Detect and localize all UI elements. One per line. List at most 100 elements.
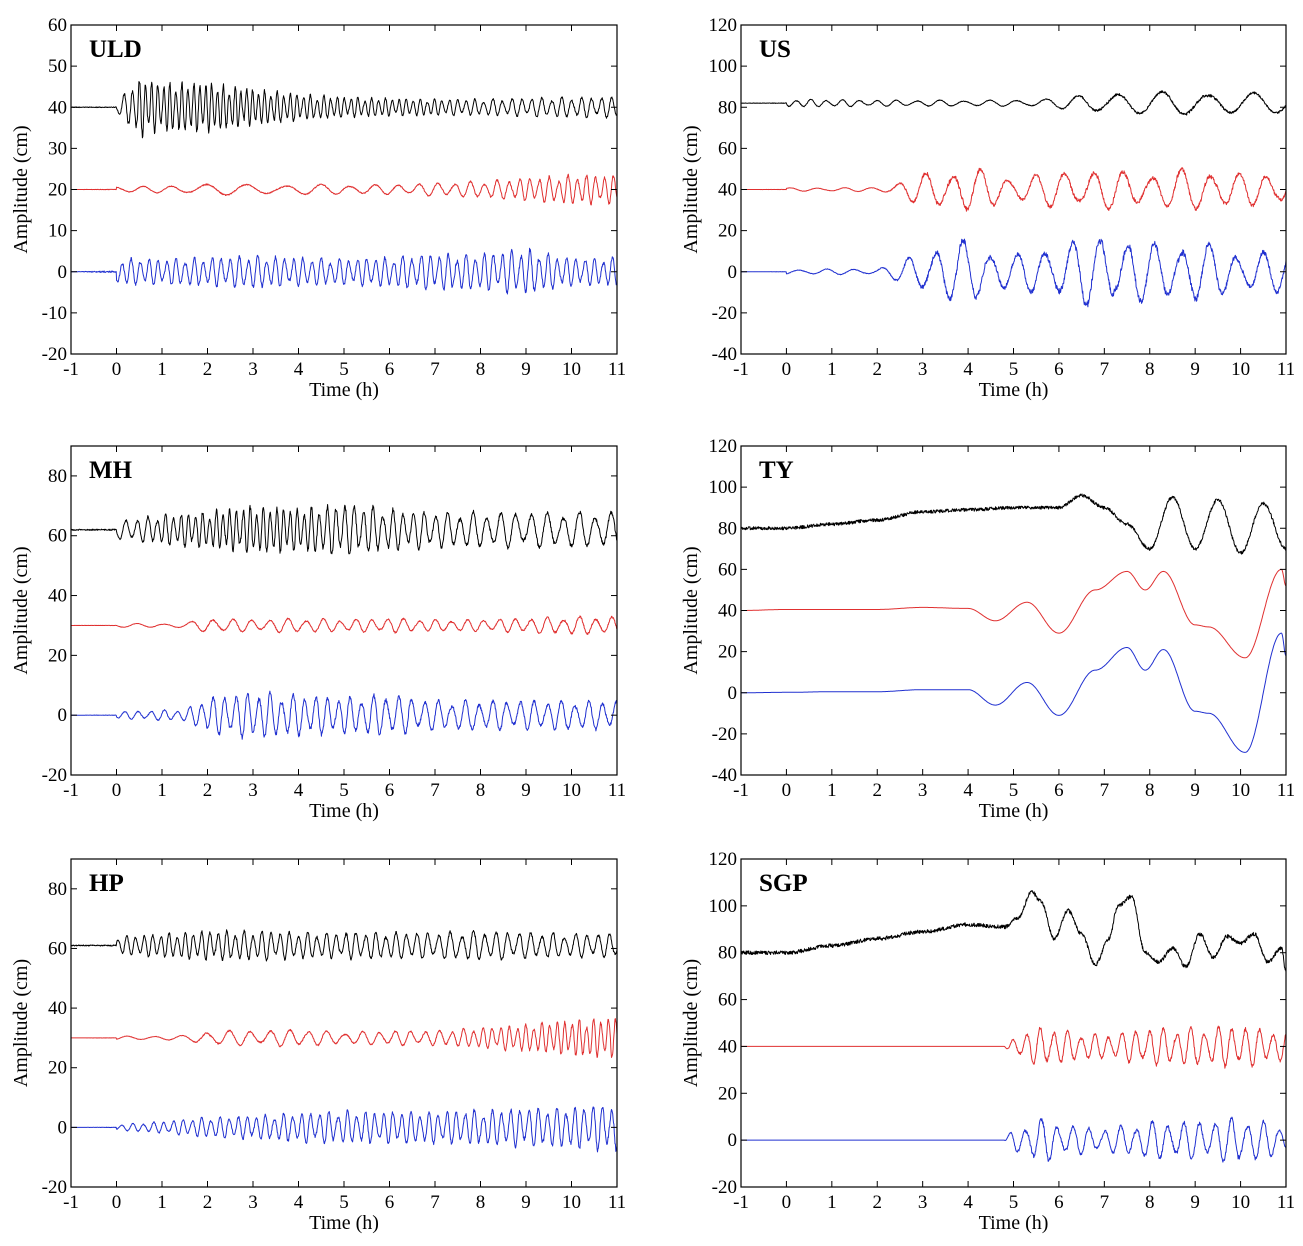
y-tick-label: 60 <box>48 938 67 959</box>
y-tick-label: 0 <box>728 1130 738 1151</box>
y-tick-label: 40 <box>48 586 67 607</box>
x-tick-label: 11 <box>608 359 626 380</box>
x-tick-label: 1 <box>157 780 167 801</box>
series-line-3 <box>71 1106 617 1153</box>
y-axis-label: Amplitude (cm) <box>680 125 702 253</box>
y-tick-label: -20 <box>712 724 737 745</box>
x-tick-label: 2 <box>203 780 213 801</box>
y-tick-label: 100 <box>709 56 738 77</box>
panel-ty: -1 0 1 2 3 4 5 6 7 8 9 10 11 -40 -20 0 20 40 60 80 100 120 Tim… <box>680 436 1295 822</box>
x-tick-label: 3 <box>918 1192 928 1213</box>
panel-title: HP <box>89 870 124 897</box>
panel-title: SGP <box>759 870 808 897</box>
x-tick-label: -1 <box>733 359 749 380</box>
y-tick-label: 50 <box>48 56 67 77</box>
x-tick-label: 5 <box>339 359 349 380</box>
x-tick-label: 1 <box>827 780 837 801</box>
series-line-2 <box>71 1018 617 1058</box>
x-tick-label: 8 <box>476 1192 486 1213</box>
panel-us: -1 0 1 2 3 4 5 6 7 8 9 10 11 -40 -20 0 20 40 60 80 100 120 Tim… <box>680 15 1295 401</box>
x-tick-label: 4 <box>294 1192 304 1213</box>
y-tick-label: 20 <box>48 645 67 666</box>
x-tick-label: 6 <box>1054 780 1064 801</box>
y-tick-label: 60 <box>48 526 67 547</box>
x-tick-label: 7 <box>430 780 440 801</box>
x-tick-label: 1 <box>827 359 837 380</box>
panel-sgp: -1 0 1 2 3 4 5 6 7 8 9 10 11 -20 0 20 40 60 80 100 120 Time (… <box>680 849 1295 1234</box>
x-tick-label: 5 <box>1009 1192 1019 1213</box>
y-tick-label: 40 <box>48 97 67 118</box>
series-line-2 <box>741 1025 1286 1069</box>
x-tick-label: 6 <box>1054 359 1064 380</box>
x-tick-label: 2 <box>203 1192 213 1213</box>
series-line-3 <box>71 247 617 295</box>
y-tick-label: 80 <box>48 879 67 900</box>
x-tick-label: 11 <box>1277 780 1295 801</box>
series-line-3 <box>741 238 1286 308</box>
x-tick-label: 3 <box>918 780 928 801</box>
series-line-2 <box>71 173 617 206</box>
y-tick-label: 120 <box>709 436 738 457</box>
y-tick-label: 60 <box>718 559 737 580</box>
x-tick-label: 8 <box>1145 780 1155 801</box>
y-axis-label: Amplitude (cm) <box>680 546 702 674</box>
x-tick-label: 1 <box>157 1192 167 1213</box>
x-tick-label: 10 <box>1231 780 1250 801</box>
series-line-3 <box>741 1116 1286 1163</box>
series-line-2 <box>741 167 1286 212</box>
y-axis-label: Amplitude (cm) <box>680 959 702 1087</box>
y-tick-label: 20 <box>48 1058 67 1079</box>
y-axis-label: Amplitude (cm) <box>10 546 32 674</box>
x-tick-label: 9 <box>1190 780 1200 801</box>
x-tick-label: 6 <box>385 780 395 801</box>
x-tick-label: 4 <box>963 359 973 380</box>
y-tick-label: 120 <box>709 849 738 870</box>
y-tick-label: 40 <box>48 998 67 1019</box>
y-tick-label: 0 <box>58 705 68 726</box>
x-tick-label: 9 <box>1190 359 1200 380</box>
y-tick-label: 40 <box>718 601 737 622</box>
series-line-3 <box>71 690 617 740</box>
x-tick-label: 10 <box>562 1192 581 1213</box>
y-tick-label: 0 <box>58 262 68 283</box>
series-line-1 <box>71 504 617 555</box>
x-tick-label: 5 <box>339 780 349 801</box>
y-tick-label: -20 <box>42 344 67 365</box>
panel-mh: -1 0 1 2 3 4 5 6 7 8 9 10 11 -20 0 20 40 60 80 Time (h) Ampl… <box>10 445 626 822</box>
y-tick-label: 60 <box>718 138 737 159</box>
y-tick-label: 60 <box>48 15 67 36</box>
x-tick-label: 10 <box>562 359 581 380</box>
x-tick-label: 2 <box>873 359 883 380</box>
x-tick-label: 0 <box>782 780 792 801</box>
panel-title: MH <box>89 457 133 484</box>
x-tick-label: 10 <box>562 780 581 801</box>
x-tick-label: 4 <box>294 780 304 801</box>
x-tick-label: 3 <box>248 1192 258 1213</box>
x-tick-label: 3 <box>918 359 928 380</box>
y-tick-label: 100 <box>709 477 738 498</box>
x-tick-label: 6 <box>1054 1192 1064 1213</box>
y-tick-label: 10 <box>48 221 67 242</box>
x-tick-label: 9 <box>521 780 531 801</box>
x-tick-label: 8 <box>1145 1192 1155 1213</box>
x-tick-label: 6 <box>385 359 395 380</box>
series-line-2 <box>71 615 617 635</box>
x-axis-label: Time (h) <box>309 1212 379 1234</box>
x-tick-label: 5 <box>339 1192 349 1213</box>
x-tick-label: 2 <box>873 1192 883 1213</box>
x-tick-label: 0 <box>112 359 122 380</box>
x-tick-label: 3 <box>248 780 258 801</box>
x-tick-label: 9 <box>521 1192 531 1213</box>
y-axis-label: Amplitude (cm) <box>10 959 32 1087</box>
x-tick-label: 0 <box>782 1192 792 1213</box>
x-tick-label: 3 <box>248 359 258 380</box>
x-tick-label: -1 <box>733 1192 749 1213</box>
y-tick-label: 20 <box>718 221 737 242</box>
x-tick-label: 2 <box>203 359 213 380</box>
x-tick-label: 9 <box>1190 1192 1200 1213</box>
x-axis-label: Time (h) <box>309 379 379 401</box>
x-tick-label: 4 <box>294 359 304 380</box>
x-axis-label: Time (h) <box>979 379 1049 401</box>
